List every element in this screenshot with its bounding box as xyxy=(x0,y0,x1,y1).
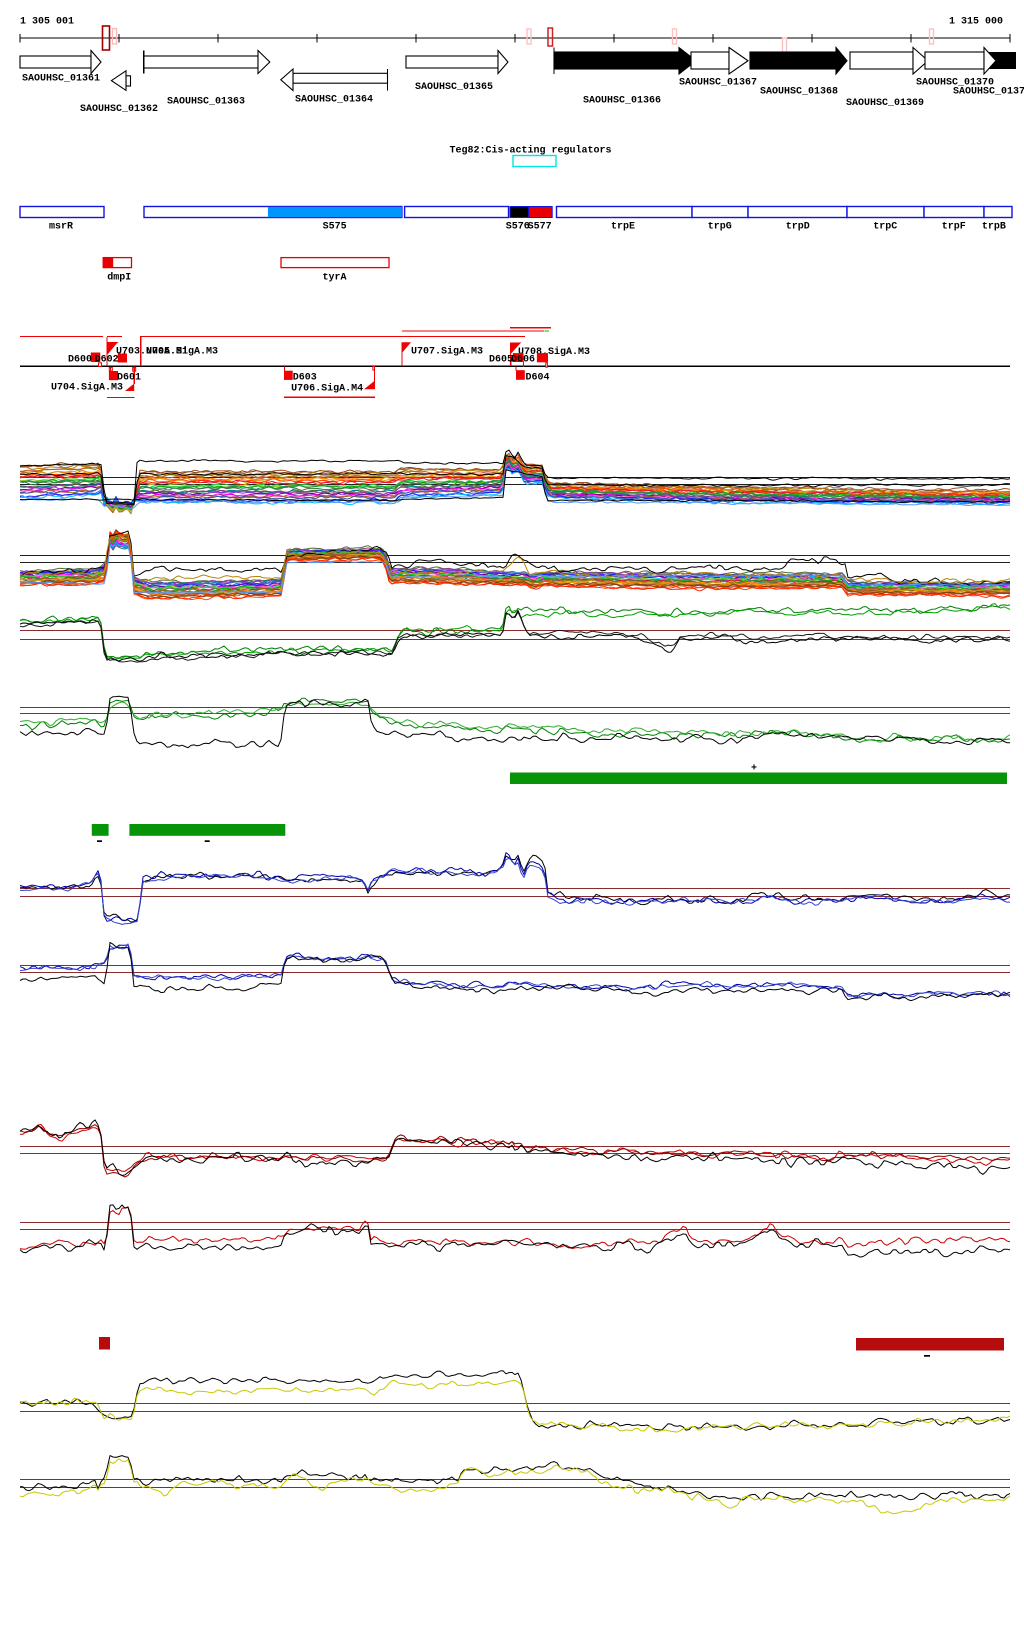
svg-text:U708.SigA.M3: U708.SigA.M3 xyxy=(518,346,590,358)
svg-text:D603: D603 xyxy=(293,373,317,384)
svg-text:U705.SigA.M3: U705.SigA.M3 xyxy=(146,346,218,358)
svg-text:1 315 000: 1 315 000 xyxy=(949,17,1003,28)
svg-text:U704.SigA.M3: U704.SigA.M3 xyxy=(51,382,123,394)
svg-text:SAOUHSC_01367: SAOUHSC_01367 xyxy=(679,78,757,89)
svg-text:SAOUHSC_01363: SAOUHSC_01363 xyxy=(167,97,245,108)
svg-text:D601: D601 xyxy=(117,373,141,384)
svg-text:SAOUHSC_01366: SAOUHSC_01366 xyxy=(583,96,661,107)
svg-text:SAOUHSC_01369: SAOUHSC_01369 xyxy=(846,98,924,109)
svg-text:trpE: trpE xyxy=(611,222,635,233)
svg-text:D605: D605 xyxy=(489,355,513,366)
svg-text:SAOUHSC_01362: SAOUHSC_01362 xyxy=(80,104,158,115)
svg-text:+: + xyxy=(751,764,757,775)
svg-text:tyrA: tyrA xyxy=(323,273,347,284)
svg-text:D606: D606 xyxy=(511,355,535,366)
svg-text:D604: D604 xyxy=(526,373,550,384)
svg-text:U703.NusA.M1: U703.NusA.M1 xyxy=(116,347,188,358)
svg-text:D600: D600 xyxy=(68,355,92,366)
svg-text:trpF: trpF xyxy=(942,222,966,233)
svg-text:S577: S577 xyxy=(528,222,552,233)
svg-text:U706.SigA.M4: U706.SigA.M4 xyxy=(291,383,363,395)
svg-text:trpC: trpC xyxy=(873,222,897,233)
svg-text:S575: S575 xyxy=(323,222,347,233)
svg-text:SAOUHSC_01371: SAOUHSC_01371 xyxy=(953,87,1024,98)
svg-text:S576: S576 xyxy=(506,222,530,233)
svg-text:SAOUHSC_01361: SAOUHSC_01361 xyxy=(22,74,100,85)
svg-text:trpG: trpG xyxy=(708,222,732,233)
svg-text:trpB: trpB xyxy=(982,222,1006,233)
svg-text:msrR: msrR xyxy=(49,222,73,233)
svg-text:SAOUHSC_01368: SAOUHSC_01368 xyxy=(760,87,838,98)
svg-text:Teg82:Cis-acting regulators: Teg82:Cis-acting regulators xyxy=(450,145,612,157)
svg-text:SAOUHSC_01364: SAOUHSC_01364 xyxy=(295,95,373,106)
svg-text:SAOUHSC_01365: SAOUHSC_01365 xyxy=(415,82,493,93)
svg-text:U707.SigA.M3: U707.SigA.M3 xyxy=(411,346,483,358)
svg-text:dmpI: dmpI xyxy=(107,272,131,284)
svg-text:SAOUHSC_01370: SAOUHSC_01370 xyxy=(916,78,994,89)
svg-text:D602: D602 xyxy=(95,355,119,366)
svg-text:1 305 001: 1 305 001 xyxy=(20,17,74,28)
svg-text:trpD: trpD xyxy=(786,222,810,233)
